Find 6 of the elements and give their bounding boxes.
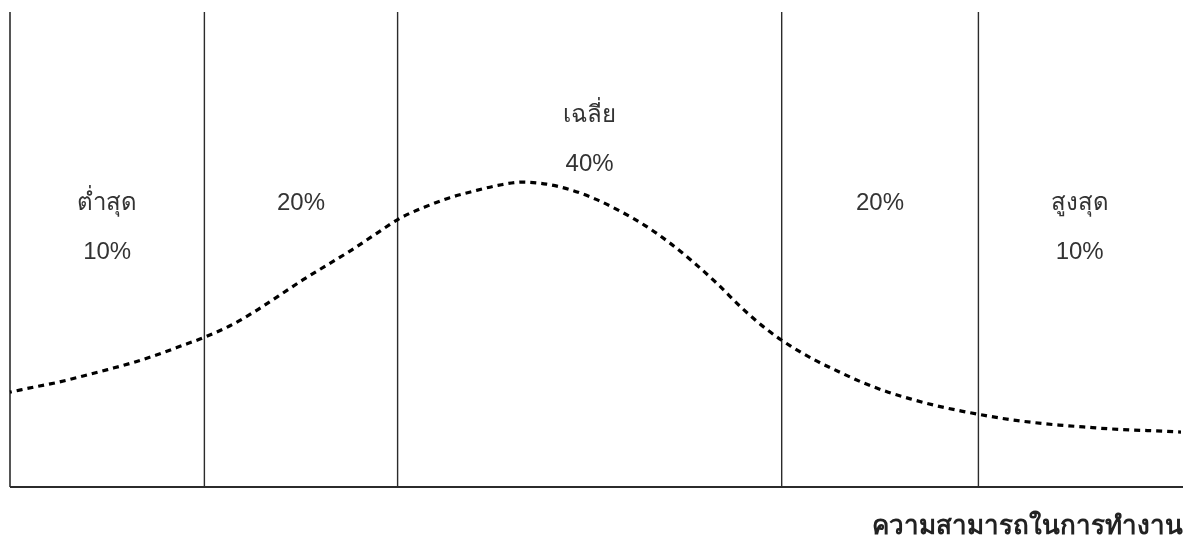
annotation: 20% (856, 188, 905, 215)
annotation: 20% (276, 188, 326, 215)
annotation: ต่ำสุด 10% (77, 185, 138, 264)
x-axis-title: ความสามารถในการทำงาน (872, 510, 1183, 540)
text: เฉลี่ย 40% (563, 96, 617, 176)
annotation: สูงสุด 10% (1050, 188, 1109, 264)
